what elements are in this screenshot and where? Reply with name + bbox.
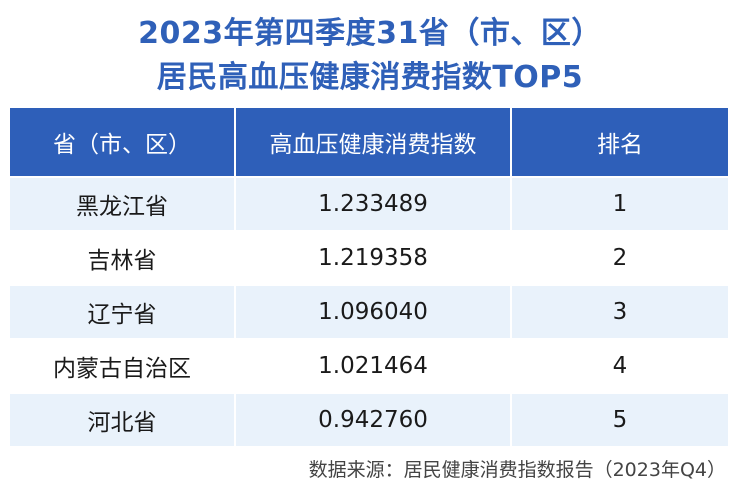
cell-rank: 5 (510, 392, 728, 446)
table-row: 吉林省 1.219358 2 (10, 230, 728, 285)
cell-province: 内蒙古自治区 (10, 338, 235, 393)
cell-rank: 3 (510, 284, 728, 339)
page-title-line1: 2023年第四季度31省（市、区） (138, 16, 602, 51)
ranking-table: 省（市、区） 高血压健康消费指数 排名 黑龙江省 1.233489 1 吉林省 … (10, 108, 728, 446)
cell-index: 1.096040 (234, 284, 511, 339)
cell-rank: 2 (510, 230, 728, 285)
table-row: 辽宁省 1.096040 3 (10, 284, 728, 339)
source-note: 数据来源：居民健康消费指数报告（2023年Q4） (308, 459, 726, 481)
cell-province: 辽宁省 (10, 284, 235, 339)
cell-province: 黑龙江省 (10, 176, 235, 231)
header-rank: 排名 (510, 108, 728, 177)
cell-rank: 4 (510, 338, 728, 393)
cell-index: 1.219358 (234, 230, 511, 285)
cell-index: 1.021464 (234, 338, 511, 393)
table-row: 黑龙江省 1.233489 1 (10, 176, 728, 231)
header-index: 高血压健康消费指数 (234, 108, 511, 177)
cell-rank: 1 (510, 176, 728, 231)
cell-province: 河北省 (10, 392, 235, 446)
cell-index: 1.233489 (234, 176, 511, 231)
cell-province: 吉林省 (10, 230, 235, 285)
page-title-line2: 居民高血压健康消费指数TOP5 (156, 60, 584, 95)
cell-index: 0.942760 (234, 392, 511, 446)
table-header-row: 省（市、区） 高血压健康消费指数 排名 (10, 108, 728, 177)
table-row: 河北省 0.942760 5 (10, 392, 728, 446)
header-province: 省（市、区） (10, 108, 235, 177)
table-row: 内蒙古自治区 1.021464 4 (10, 338, 728, 393)
